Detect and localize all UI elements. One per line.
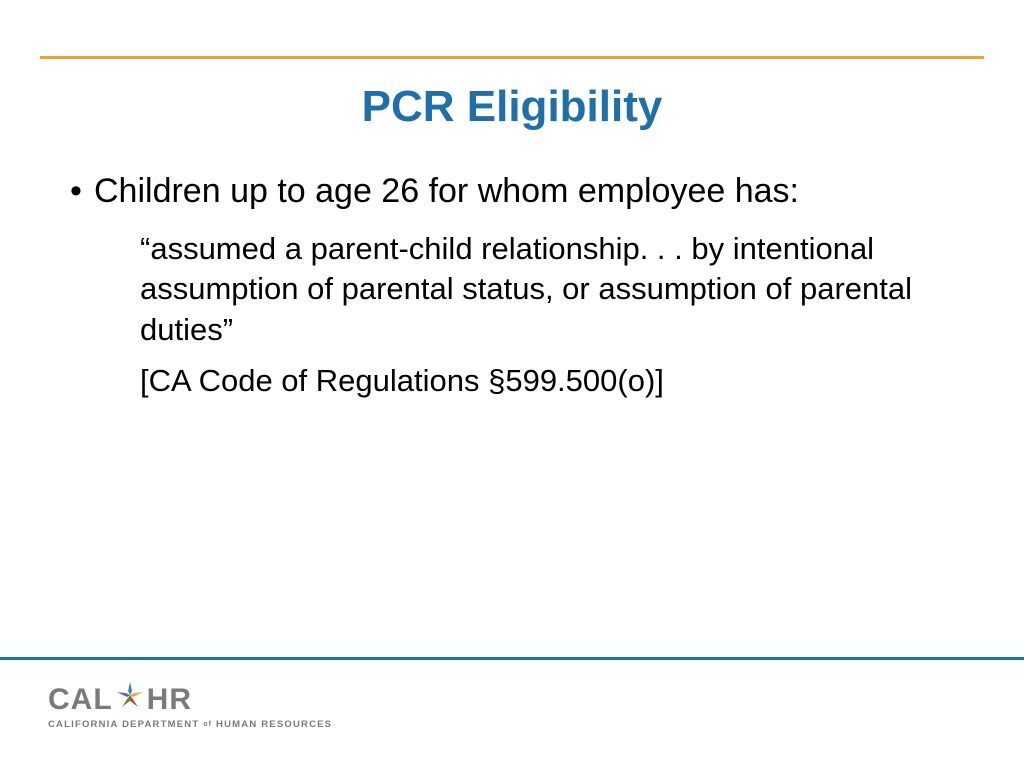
bullet-marker: • <box>70 170 94 213</box>
top-divider <box>40 56 984 59</box>
bullet-text: Children up to age 26 for whom employee … <box>94 172 799 210</box>
citation-text: [CA Code of Regulations §599.500(o)] <box>140 361 954 402</box>
logo-hr-text: HR <box>147 683 192 717</box>
quote-text: “assumed a parent-child relationship. . … <box>140 229 954 352</box>
dept-text-1: CALIFORNIA DEPARTMENT <box>48 719 199 730</box>
star-icon <box>115 680 145 715</box>
slide-title: PCR Eligibility <box>0 82 1024 132</box>
dept-text-2: HUMAN RESOURCES <box>216 719 332 730</box>
bullet-item: •Children up to age 26 for whom employee… <box>70 170 954 213</box>
dept-text-of: of <box>203 721 212 728</box>
slide-body: •Children up to age 26 for whom employee… <box>70 170 954 402</box>
logo-row: CAL HR <box>48 682 332 717</box>
footer-logo: CAL HR CALIFORNIA DEPARTMENT of HUMAN RE… <box>48 682 332 730</box>
logo-cal-text: CAL <box>48 683 113 717</box>
dept-line: CALIFORNIA DEPARTMENT of HUMAN RESOURCES <box>48 719 332 730</box>
bottom-divider <box>0 657 1024 660</box>
sub-block: “assumed a parent-child relationship. . … <box>140 229 954 403</box>
